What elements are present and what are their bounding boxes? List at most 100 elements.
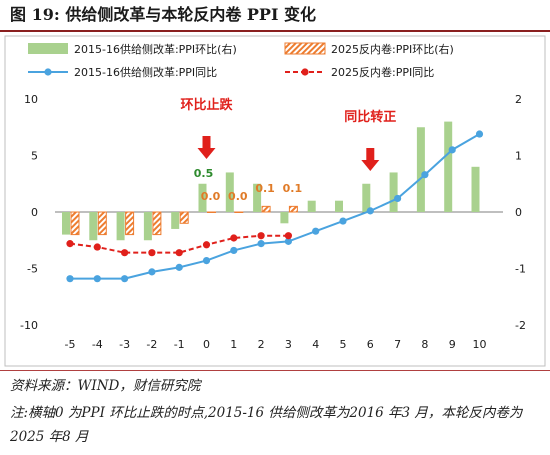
line-supply-side-yoy [70,133,481,280]
y-right-tick-label: 1 [515,150,522,163]
bar-supply-side-mom [307,200,316,212]
chart: 2015-16供给侧改革:PPI环比(右) 2025反内卷:PPI环比(右)201… [4,35,546,367]
annotation-label: 环比止跌 [180,97,233,113]
bar-anti-involution-mom [97,211,107,236]
legend-item: 2025反内卷:PPI环比(右) [284,42,454,56]
bar-supply-side-mom [335,200,343,212]
legend-swatch [284,42,326,55]
point-supply-side-yoy [394,194,402,203]
figure-title: 图 19: 供给侧改革与本轮反内卷 PPI 变化 [10,5,317,24]
lines [66,130,484,283]
legend-marker [301,68,309,76]
bar-supply-side-mom [171,212,180,229]
bar-supply-side-mom [225,172,234,212]
y-left-tick-label: 10 [24,93,38,106]
point-supply-side-yoy [148,268,156,276]
y-left-tick-label: -5 [27,263,38,276]
x-tick-label: 4 [312,338,319,351]
line-anti-involution-yoy [69,234,289,254]
bar-supply-side-mom [362,183,371,212]
bar-anti-involution-mom [261,205,271,213]
x-tick-label: -5 [65,338,76,351]
point-supply-side-yoy [339,217,347,225]
x-tick-label: 3 [285,338,292,351]
point-anti-involution-yoy [257,232,265,240]
bar-supply-side-mom [280,212,289,224]
legend-item: 2025反内卷:PPI同比 [285,65,434,79]
point-anti-involution-yoy [148,249,156,257]
point-anti-involution-yoy [202,241,211,249]
x-tick-label: -1 [174,338,185,351]
data-label: 0.0 [201,190,221,203]
data-labels: 0.5 0.0 0.0 0.1 0.1 [194,167,302,203]
bars [62,121,480,241]
x-tick-label: 6 [367,338,374,351]
data-label: 0.0 [228,190,248,203]
legend-swatch [28,43,68,54]
bar-supply-side-mom [444,121,453,212]
data-label: 0.5 [194,167,214,180]
x-tick-label: 10 [473,338,487,351]
x-tick-label: 8 [421,338,428,351]
x-tick-label: -3 [119,338,130,351]
point-anti-involution-yoy [284,232,292,240]
point-supply-side-yoy [230,246,238,255]
x-tick-label: 7 [394,338,401,351]
y-right-tick-label: -1 [515,263,526,276]
bar-anti-involution-mom [207,211,216,213]
x-tick-label: 2 [258,338,265,351]
bar-supply-side-mom [198,183,207,212]
bar-supply-side-mom [416,127,425,212]
y-right-tick-label: -2 [515,319,526,332]
bar-supply-side-mom [62,212,70,235]
y-left-tick-label: 5 [31,150,38,163]
point-anti-involution-yoy [93,243,101,251]
point-supply-side-yoy [284,237,292,245]
y-right-tick-label: 2 [515,93,522,106]
y-left-tick-label: -10 [20,319,38,332]
down-arrow-icon [361,148,380,171]
point-anti-involution-yoy [66,240,74,248]
legend-item: 2015-16供给侧改革:PPI同比 [28,65,217,79]
point-anti-involution-yoy [121,249,129,257]
bar-anti-involution-mom [152,211,162,236]
source-note: 资料来源：WIND，财信研究院 [10,378,201,394]
legend-label: 2015-16供给侧改革:PPI环比(右) [74,42,237,56]
point-supply-side-yoy [121,275,129,283]
x-tick-label: 9 [449,338,456,351]
bar-anti-involution-mom [125,211,135,236]
footer-rule [0,370,550,371]
bar-anti-involution-mom [288,205,298,213]
point-supply-side-yoy [366,207,374,215]
point-supply-side-yoy [312,227,320,235]
bar-supply-side-mom [253,183,262,212]
data-label: 0.1 [283,182,303,195]
legend-item: 2015-16供给侧改革:PPI环比(右) [28,42,237,56]
y-right-tick-label: 0 [515,206,522,219]
legend-label: 2015-16供给侧改革:PPI同比 [74,65,217,79]
footnote: 注:横轴0 为PPI 环比止跌的时点,2015-16 供给侧改革为2016 年3… [10,405,523,445]
down-arrow-icon [197,136,216,159]
x-tick-label: 1 [230,338,237,351]
point-supply-side-yoy [475,130,484,138]
plot-frame [4,35,546,367]
bar-anti-involution-mom [179,211,189,224]
point-supply-side-yoy [175,263,183,271]
bar-supply-side-mom [471,166,480,212]
x-tick-label: -4 [92,338,103,351]
bar-supply-side-mom [143,212,152,241]
legend-label: 2025反内卷:PPI同比 [331,65,434,79]
bar-anti-involution-mom [234,211,244,213]
point-supply-side-yoy [93,275,101,283]
point-supply-side-yoy [202,256,211,265]
point-anti-involution-yoy [230,234,238,242]
x-tick-label: 5 [340,338,347,351]
point-supply-side-yoy [421,171,429,179]
point-anti-involution-yoy [175,249,183,257]
y-left-tick-label: 0 [31,206,38,219]
point-supply-side-yoy [66,275,74,283]
legend-label: 2025反内卷:PPI环比(右) [331,42,454,56]
data-label: 0.1 [255,182,275,195]
legend-marker [44,68,52,76]
x-tick-label: 0 [203,338,210,351]
